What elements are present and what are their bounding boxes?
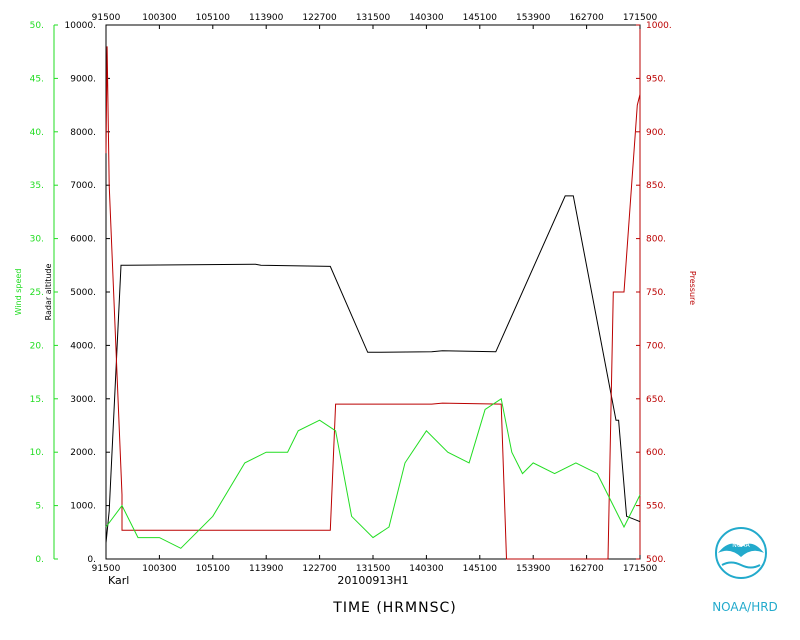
- x-tick-label-top: 131500: [356, 13, 391, 23]
- x-tick-label-top: 145100: [463, 13, 498, 23]
- x-tick-label: 131500: [356, 564, 391, 574]
- x-tick-label: 140300: [409, 564, 444, 574]
- radar-altitude-tick-label: 7000.: [70, 181, 96, 191]
- wind-speed-axis-title: Wind speed: [14, 269, 23, 316]
- radar-altitude-tick-label: 8000.: [70, 128, 96, 138]
- wind-speed-tick-label: 40.: [30, 128, 44, 138]
- wind-speed-axis: 0. 5. 10. 15. 20. 25. 30. 35. 40. 45. 50.: [30, 21, 58, 565]
- x-tick-label-top: 105100: [196, 13, 231, 23]
- pressure-axis: 500. 550. 600. 650. 700. 750. 800. 850. 900. 950.…: [636, 21, 672, 565]
- pressure-tick-label: 1000.: [646, 21, 672, 31]
- pressure-axis-title: Pressure: [688, 271, 697, 305]
- x-tick-label-top: 140300: [409, 13, 444, 23]
- wind-speed-tick-label: 0.: [35, 555, 44, 565]
- x-tick-label: 91500: [92, 564, 121, 574]
- radar-altitude-tick-label: 10000.: [65, 21, 97, 31]
- radar-altitude-tick-label: 2000.: [70, 448, 96, 458]
- wind-speed-tick-label: 10.: [30, 448, 44, 458]
- x-tick-label-top: 91500: [92, 13, 121, 23]
- flight-id: 20100913H1: [337, 574, 408, 587]
- x-tick-label-top: 122700: [302, 13, 337, 23]
- radar-altitude-tick-label: 9000.: [70, 74, 96, 84]
- radar-altitude-axis-title: Radar altitude: [44, 264, 53, 321]
- wind-speed-tick-label: 20.: [30, 341, 44, 351]
- radar-altitude-tick-label: 5000.: [70, 288, 96, 298]
- x-tick-label: 113900: [249, 564, 284, 574]
- pressure-tick-label: 800.: [646, 235, 666, 245]
- pressure-tick-label: 900.: [646, 128, 666, 138]
- x-tick-label-top: 171500: [623, 13, 658, 23]
- x-axis-top: 91500 100300 105100 113900 122700 131500 14030…: [92, 13, 658, 29]
- radar-altitude-tick-label: 4000.: [70, 341, 96, 351]
- x-tick-label: 105100: [196, 564, 231, 574]
- noaa-emblem-ring: [715, 527, 767, 579]
- pressure-tick-label: 650.: [646, 395, 666, 405]
- radar-altitude-tick-label: 1000.: [70, 502, 96, 512]
- x-axis-title: TIME (HRMNSC): [332, 600, 456, 616]
- pressure-tick-label: 500.: [646, 555, 666, 565]
- noaa-emblem-wave: [721, 561, 761, 569]
- x-tick-label-top: 162700: [569, 13, 604, 23]
- x-tick-label: 122700: [302, 564, 337, 574]
- x-tick-label: 145100: [463, 564, 498, 574]
- series-layer: [105, 46, 641, 560]
- radar-altitude-tick-label: 3000.: [70, 395, 96, 405]
- radar-altitude-tick-label: 0.: [87, 555, 96, 565]
- pressure-tick-label: 850.: [646, 181, 666, 191]
- x-tick-label: 100300: [142, 564, 177, 574]
- x-tick-label-top: 113900: [249, 13, 284, 23]
- radar-altitude-series-line: [105, 195, 641, 544]
- plot-frame: [105, 24, 641, 560]
- agency-label: NOAA/HRD: [712, 600, 778, 614]
- wind-speed-tick-label: 30.: [30, 235, 44, 245]
- wind-speed-tick-label: 35.: [30, 181, 44, 191]
- noaa-logo: NOAA: [715, 527, 767, 579]
- x-tick-label-top: 153900: [516, 13, 551, 23]
- wind-speed-tick-label: 15.: [30, 395, 44, 405]
- noaa-emblem-bird: [718, 543, 764, 557]
- radar-altitude-tick-label: 6000.: [70, 235, 96, 245]
- wind-speed-series-line: [105, 397, 641, 549]
- pressure-tick-label: 750.: [646, 288, 666, 298]
- pressure-series-line: [105, 46, 641, 560]
- wind-speed-tick-label: 25.: [30, 288, 44, 298]
- radar-altitude-axis: 0. 1000. 2000. 3000. 4000. 5000. 6000. 7000. 800…: [65, 21, 110, 565]
- wind-speed-tick-label: 45.: [30, 74, 44, 84]
- x-axis-bottom: 91500 100300 105100 113900 122700 131500 14030…: [92, 555, 658, 574]
- pressure-tick-label: 700.: [646, 341, 666, 351]
- wind-speed-tick-label: 50.: [30, 21, 44, 31]
- pressure-tick-label: 600.: [646, 448, 666, 458]
- x-tick-label: 153900: [516, 564, 551, 574]
- wind-speed-tick-label: 5.: [35, 502, 44, 512]
- x-tick-label: 171500: [623, 564, 658, 574]
- x-tick-label-top: 100300: [142, 13, 177, 23]
- storm-name: Karl: [108, 574, 129, 587]
- pressure-tick-label: 950.: [646, 74, 666, 84]
- noaa-emblem-text: NOAA: [732, 542, 750, 549]
- pressure-tick-label: 550.: [646, 502, 666, 512]
- x-tick-label: 162700: [569, 564, 604, 574]
